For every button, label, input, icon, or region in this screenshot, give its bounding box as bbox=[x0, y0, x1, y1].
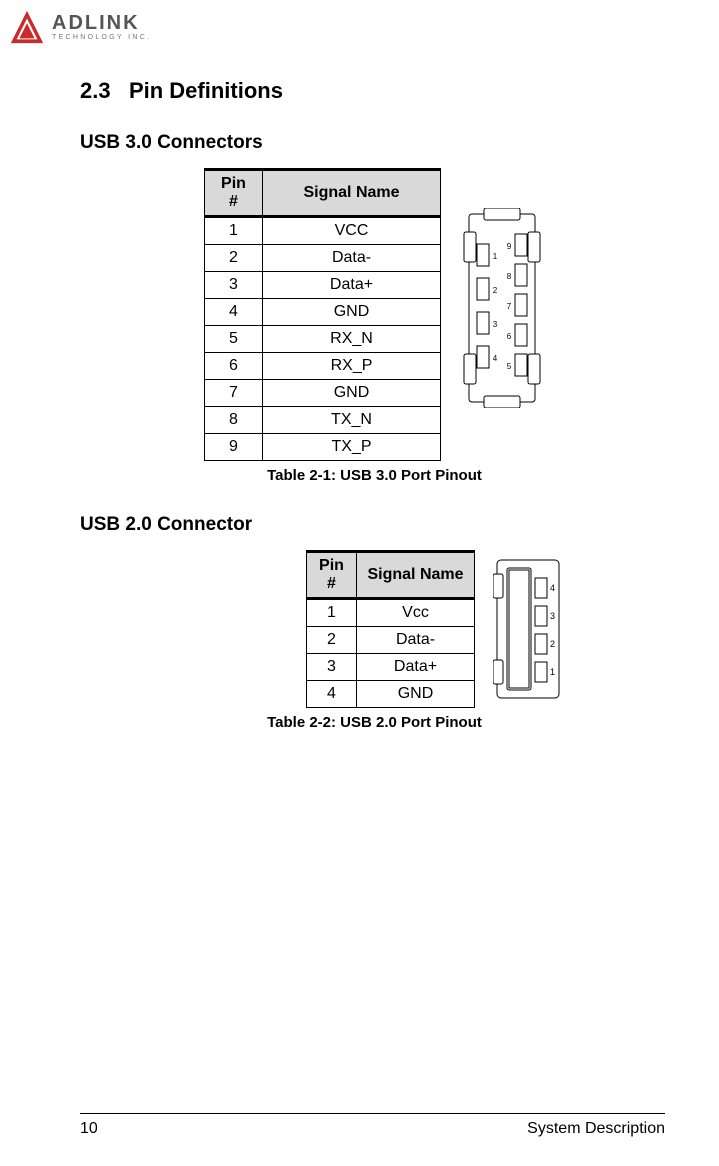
usb3-section: USB 3.0 Connectors Pin # Signal Name 1VC… bbox=[80, 132, 669, 484]
pin-cell: 7 bbox=[205, 380, 263, 407]
table-row: 2Data- bbox=[205, 245, 441, 272]
pin-label: 6 bbox=[507, 332, 512, 341]
signal-cell: Data- bbox=[357, 627, 475, 654]
logo-triangle-icon bbox=[8, 8, 46, 46]
signal-cell: RX_P bbox=[263, 353, 441, 380]
usb2-pin-table: Pin # Signal Name 1Vcc2Data-3Data+4GND bbox=[306, 550, 475, 708]
signal-cell: Data+ bbox=[357, 654, 475, 681]
pin-cell: 3 bbox=[205, 272, 263, 299]
pin-label: 7 bbox=[507, 302, 512, 311]
pin-label: 8 bbox=[507, 272, 512, 281]
usb3-caption: Table 2-1: USB 3.0 Port Pinout bbox=[80, 467, 669, 484]
usb2-connector-diagram: 4 3 2 1 bbox=[493, 554, 563, 704]
signal-cell: Data- bbox=[263, 245, 441, 272]
logo-text: ADLINK TECHNOLOGY INC. bbox=[52, 13, 151, 41]
pin-label: 4 bbox=[493, 354, 498, 363]
pin-cell: 5 bbox=[205, 326, 263, 353]
section-number: 2.3 bbox=[80, 78, 111, 103]
table-row: 9TX_P bbox=[205, 434, 441, 461]
usb3-pin-table: Pin # Signal Name 1VCC2Data-3Data+4GND5R… bbox=[204, 168, 441, 461]
table-row: 2Data- bbox=[307, 627, 475, 654]
page-content: 2.3 Pin Definitions USB 3.0 Connectors P… bbox=[0, 50, 719, 731]
pin-cell: 9 bbox=[205, 434, 263, 461]
pin-label: 1 bbox=[493, 252, 498, 261]
pin-label: 1 bbox=[550, 667, 555, 677]
signal-cell: GND bbox=[263, 299, 441, 326]
logo-bar: ADLINK TECHNOLOGY INC. bbox=[0, 0, 719, 50]
col-signal-header: Signal Name bbox=[357, 552, 475, 599]
footer-divider bbox=[80, 1113, 665, 1114]
section-title: Pin Definitions bbox=[129, 78, 283, 103]
signal-cell: Vcc bbox=[357, 599, 475, 627]
signal-cell: GND bbox=[263, 380, 441, 407]
table-row: 6RX_P bbox=[205, 353, 441, 380]
pin-label: 5 bbox=[507, 362, 512, 371]
pin-label: 2 bbox=[493, 286, 498, 295]
logo-brand: ADLINK bbox=[52, 13, 151, 33]
table-row: 7GND bbox=[205, 380, 441, 407]
usb3-heading: USB 3.0 Connectors bbox=[80, 132, 669, 154]
pin-cell: 8 bbox=[205, 407, 263, 434]
table-row: 1VCC bbox=[205, 217, 441, 245]
table-row: 8TX_N bbox=[205, 407, 441, 434]
pin-label: 9 bbox=[507, 242, 512, 251]
pin-cell: 6 bbox=[205, 353, 263, 380]
col-pin-header: Pin # bbox=[307, 552, 357, 599]
signal-cell: GND bbox=[357, 681, 475, 708]
usb2-heading: USB 2.0 Connector bbox=[80, 514, 669, 536]
table-row: 3Data+ bbox=[205, 272, 441, 299]
table-row: 3Data+ bbox=[307, 654, 475, 681]
page-footer: 10 System Description bbox=[0, 1113, 719, 1138]
signal-cell: VCC bbox=[263, 217, 441, 245]
pin-cell: 1 bbox=[205, 217, 263, 245]
pin-cell: 3 bbox=[307, 654, 357, 681]
usb2-section: USB 2.0 Connector Pin # Signal Name 1Vcc… bbox=[80, 514, 669, 731]
table-row: 4GND bbox=[307, 681, 475, 708]
col-signal-header: Signal Name bbox=[263, 170, 441, 217]
signal-cell: RX_N bbox=[263, 326, 441, 353]
page-number: 10 bbox=[80, 1120, 98, 1138]
table-row: 5RX_N bbox=[205, 326, 441, 353]
pin-cell: 4 bbox=[307, 681, 357, 708]
pin-cell: 2 bbox=[307, 627, 357, 654]
signal-cell: Data+ bbox=[263, 272, 441, 299]
signal-cell: TX_P bbox=[263, 434, 441, 461]
footer-row: 10 System Description bbox=[80, 1120, 665, 1138]
table-header-row: Pin # Signal Name bbox=[307, 552, 475, 599]
pin-label: 4 bbox=[550, 583, 555, 593]
usb2-table-diagram-row: Pin # Signal Name 1Vcc2Data-3Data+4GND bbox=[80, 550, 669, 708]
pin-cell: 2 bbox=[205, 245, 263, 272]
pin-cell: 1 bbox=[307, 599, 357, 627]
pin-label: 2 bbox=[550, 639, 555, 649]
section-heading: 2.3 Pin Definitions bbox=[80, 78, 669, 104]
pin-label: 3 bbox=[493, 320, 498, 329]
table-row: 4GND bbox=[205, 299, 441, 326]
usb3-connector-diagram: 1 2 3 4 9 8 7 6 5 bbox=[459, 208, 545, 408]
table-header-row: Pin # Signal Name bbox=[205, 170, 441, 217]
usb2-caption: Table 2-2: USB 2.0 Port Pinout bbox=[80, 714, 669, 731]
pin-label: 3 bbox=[550, 611, 555, 621]
pin-cell: 4 bbox=[205, 299, 263, 326]
chapter-name: System Description bbox=[527, 1120, 665, 1138]
col-pin-header: Pin # bbox=[205, 170, 263, 217]
logo-tagline: TECHNOLOGY INC. bbox=[52, 34, 151, 41]
table-row: 1Vcc bbox=[307, 599, 475, 627]
signal-cell: TX_N bbox=[263, 407, 441, 434]
usb3-table-diagram-row: Pin # Signal Name 1VCC2Data-3Data+4GND5R… bbox=[80, 168, 669, 461]
